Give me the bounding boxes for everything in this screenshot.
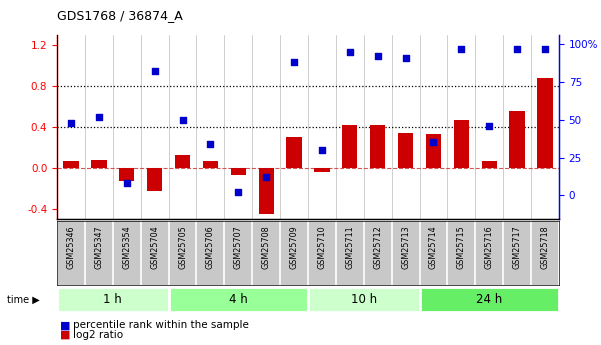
Text: GSM25354: GSM25354: [122, 225, 131, 269]
Bar: [398, 133, 413, 168]
Text: GSM25711: GSM25711: [346, 225, 355, 269]
Point: [345, 49, 355, 54]
Point: [512, 46, 522, 51]
Text: GSM25714: GSM25714: [429, 225, 438, 269]
Point: [122, 180, 132, 186]
Bar: [231, 168, 246, 175]
Bar: [119, 168, 135, 181]
Point: [289, 59, 299, 65]
Bar: [510, 111, 525, 168]
Text: GSM25712: GSM25712: [373, 225, 382, 269]
Text: percentile rank within the sample: percentile rank within the sample: [73, 321, 249, 330]
Text: GSM25718: GSM25718: [540, 225, 549, 269]
Text: GSM25705: GSM25705: [178, 225, 187, 269]
Text: 10 h: 10 h: [351, 293, 377, 306]
Bar: [481, 161, 497, 168]
Point: [457, 46, 466, 51]
Bar: [342, 125, 358, 168]
Text: log2 ratio: log2 ratio: [73, 330, 123, 339]
Text: GSM25706: GSM25706: [206, 225, 215, 269]
Point: [178, 117, 188, 122]
Point: [484, 123, 494, 128]
Text: GSM25346: GSM25346: [67, 225, 76, 269]
Bar: [537, 78, 553, 168]
Bar: [287, 137, 302, 168]
Text: time ▶: time ▶: [7, 294, 40, 304]
Bar: [258, 168, 274, 214]
Text: ■: ■: [60, 330, 70, 339]
Bar: [370, 125, 385, 168]
Text: GSM25708: GSM25708: [261, 225, 270, 269]
Bar: [63, 161, 79, 168]
Bar: [57, 287, 169, 312]
Point: [206, 141, 215, 147]
Text: 4 h: 4 h: [229, 293, 248, 306]
Point: [94, 114, 104, 119]
Text: GSM25710: GSM25710: [317, 225, 326, 269]
Point: [261, 175, 271, 180]
Text: GSM25715: GSM25715: [457, 225, 466, 269]
Text: GSM25347: GSM25347: [94, 225, 103, 269]
Text: GSM25713: GSM25713: [401, 225, 410, 269]
Text: GSM25707: GSM25707: [234, 225, 243, 269]
Text: 24 h: 24 h: [476, 293, 502, 306]
Text: GSM25704: GSM25704: [150, 225, 159, 269]
Point: [150, 68, 159, 74]
Point: [234, 190, 243, 195]
Text: GDS1768 / 36874_A: GDS1768 / 36874_A: [57, 9, 183, 22]
Bar: [314, 168, 329, 172]
Point: [317, 147, 327, 153]
Text: GSM25717: GSM25717: [513, 225, 522, 269]
Bar: [147, 168, 162, 191]
Point: [66, 120, 76, 126]
Point: [401, 55, 410, 60]
Bar: [419, 287, 559, 312]
Text: ■: ■: [60, 321, 70, 330]
Bar: [308, 287, 419, 312]
Bar: [454, 120, 469, 168]
Bar: [169, 287, 308, 312]
Bar: [175, 156, 191, 168]
Point: [540, 46, 550, 51]
Text: GSM25716: GSM25716: [485, 225, 494, 269]
Text: 1 h: 1 h: [103, 293, 122, 306]
Bar: [91, 160, 106, 168]
Point: [373, 53, 382, 59]
Bar: [426, 134, 441, 168]
Bar: [203, 161, 218, 168]
Text: GSM25709: GSM25709: [290, 225, 299, 269]
Point: [429, 140, 438, 145]
